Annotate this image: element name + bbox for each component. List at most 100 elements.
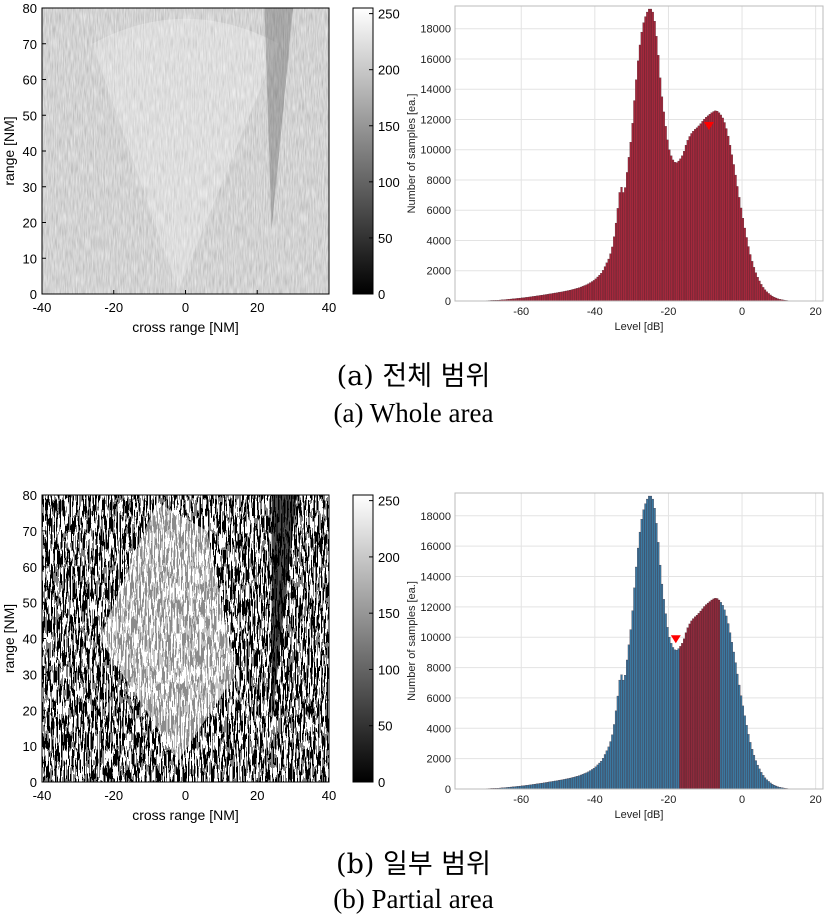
histogram-bar xyxy=(741,705,745,790)
y-tick-label: 20 xyxy=(23,216,37,231)
histogram-bar xyxy=(627,157,630,302)
histogram-bar xyxy=(692,618,695,790)
histogram-bar xyxy=(552,781,555,790)
histogram-bar xyxy=(666,139,669,302)
histogram-bar xyxy=(625,172,629,302)
histogram-bar xyxy=(568,290,572,302)
histogram-bar xyxy=(589,770,592,790)
histogram-bar xyxy=(574,776,577,790)
histogram-bar xyxy=(642,509,645,790)
histogram-bar xyxy=(543,782,546,790)
histogram-bar xyxy=(684,632,687,790)
histogram-bar xyxy=(637,60,640,302)
histogram-bar xyxy=(556,780,559,790)
colorbar xyxy=(352,494,374,783)
histogram-bar xyxy=(537,295,540,302)
histogram-bar xyxy=(729,145,732,302)
caption-b-korean: (b) 일부 범위 xyxy=(336,849,491,880)
histogram-bar xyxy=(749,254,752,302)
y-tick-label: 60 xyxy=(23,73,37,88)
histogram-bar xyxy=(583,773,586,790)
histogram-bar xyxy=(745,725,748,790)
histogram-bar xyxy=(633,100,636,302)
histogram-bar xyxy=(745,237,748,302)
histogram-bar xyxy=(651,11,654,302)
histogram-bar xyxy=(660,96,664,302)
histogram-bar xyxy=(701,121,704,302)
histogram-bar xyxy=(765,779,768,790)
x-tick-label: -40 xyxy=(33,788,52,803)
histogram-bar xyxy=(710,112,713,302)
histogram-bar xyxy=(751,749,754,790)
histogram-bar xyxy=(725,615,728,790)
histogram-bar xyxy=(596,276,599,302)
histogram-bar xyxy=(611,734,614,790)
histogram-bar xyxy=(727,135,730,302)
histogram-bar xyxy=(533,296,537,302)
colorbar-tick-label: 50 xyxy=(378,719,392,734)
histogram-bar xyxy=(532,784,535,790)
histogram-bar xyxy=(649,8,653,302)
x-tick-label: 0 xyxy=(182,788,189,803)
histogram-bar xyxy=(594,766,597,790)
y-tick-label: 4000 xyxy=(427,235,451,247)
histogram-bar xyxy=(675,649,678,790)
histogram-bar xyxy=(653,21,656,302)
histogram-bar xyxy=(587,771,590,790)
y-tick-label: 8000 xyxy=(427,175,451,187)
histogram-bar xyxy=(762,287,765,302)
histogram-bar xyxy=(581,286,584,302)
histogram-b: -60 -40 -20 0 20 0 2000 4000 6000 8000 10000 12000 1… xyxy=(406,492,824,821)
histogram-bar xyxy=(651,498,654,790)
histogram-frame xyxy=(454,492,824,790)
y-tick-label: 30 xyxy=(23,667,37,682)
histogram-bar xyxy=(686,627,689,790)
histogram-a: -60 -40 -20 0 20 0 2000 4000 6000 8000 10000 12000 1… xyxy=(406,5,824,333)
colorbar-tick-label: 100 xyxy=(378,662,400,677)
histogram-bar xyxy=(633,587,636,790)
histogram-bar xyxy=(581,774,584,790)
histogram-bar xyxy=(692,131,695,302)
histogram-bar xyxy=(708,601,711,790)
histogram-bar xyxy=(629,142,632,302)
marker-triangle xyxy=(670,635,681,644)
histogram-bar xyxy=(530,784,533,790)
y-tick-label: 12000 xyxy=(420,602,451,614)
histogram-bar xyxy=(675,162,678,302)
histogram-bar xyxy=(605,262,608,302)
histogram-bar xyxy=(638,44,641,302)
histogram-bar xyxy=(522,785,526,790)
histogram-bar xyxy=(765,291,768,302)
histogram-bar xyxy=(771,296,774,302)
histogram-bar xyxy=(738,197,741,302)
histogram-bar xyxy=(754,272,757,302)
x-tick-label: -20 xyxy=(104,788,123,803)
histogram-bar xyxy=(638,531,641,790)
histogram-bar xyxy=(712,598,715,790)
histogram-bar xyxy=(591,769,594,790)
histogram-bar xyxy=(712,111,715,302)
histogram-bar xyxy=(548,781,551,790)
histogram-bar xyxy=(769,294,772,302)
histogram-bar xyxy=(730,154,733,302)
histogram-bar xyxy=(743,715,746,790)
histogram-bar xyxy=(541,294,544,302)
y-tick-label: 0 xyxy=(30,775,37,790)
x-tick-label: -20 xyxy=(660,306,676,318)
x-tick-label: -40 xyxy=(587,794,603,806)
histogram-bar xyxy=(695,127,699,302)
histogram-bar xyxy=(554,292,557,302)
histogram-bar xyxy=(752,755,756,790)
histogram-bar xyxy=(526,785,529,790)
histograms: -60 -40 -20 0 200200040006000800010000120001… xyxy=(406,5,824,821)
histogram-bar xyxy=(649,495,653,790)
y-tick-label: 0 xyxy=(30,287,37,302)
histogram-bar xyxy=(539,783,542,790)
colorbar-tick-label: 150 xyxy=(378,606,400,621)
y-axis-label: Number of samples [ea.] xyxy=(406,94,418,214)
colorbar-tick-label: 150 xyxy=(378,119,400,134)
histogram-bar xyxy=(607,746,610,790)
histogram-bar xyxy=(576,776,579,790)
